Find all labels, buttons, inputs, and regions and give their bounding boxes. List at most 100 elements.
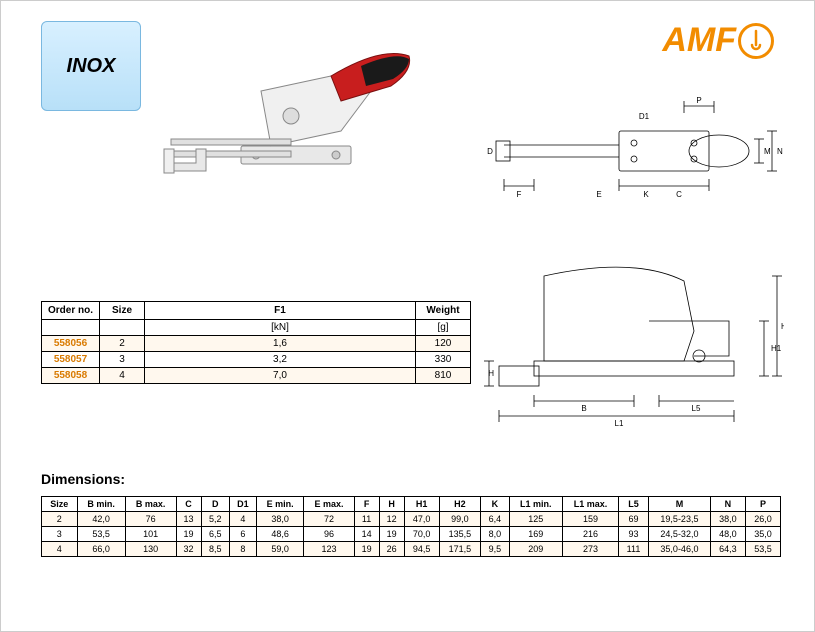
cell: 111 [619, 542, 649, 557]
cell: 9,5 [481, 542, 509, 557]
cell: 64,3 [710, 542, 745, 557]
svg-text:C: C [676, 190, 682, 199]
cell: 76 [125, 512, 176, 527]
cell: 8 [229, 542, 256, 557]
dim-col: H2 [439, 497, 481, 512]
dim-col: L1 max. [562, 497, 618, 512]
cell: 120 [416, 336, 471, 352]
svg-text:H2: H2 [781, 322, 784, 331]
dimensions-header: SizeB min.B max.CDD1E min.E max.FHH1H2KL… [42, 497, 781, 512]
cell: 47,0 [404, 512, 439, 527]
cell: 66,0 [77, 542, 125, 557]
logo-icon [738, 23, 774, 59]
table-row: 558057 3 3,2 330 [42, 352, 471, 368]
svg-text:M: M [764, 147, 771, 156]
table-row: 558058 4 7,0 810 [42, 368, 471, 384]
svg-text:D1: D1 [639, 112, 650, 121]
dim-col: C [176, 497, 201, 512]
cell: 53,5 [745, 542, 780, 557]
cell: 101 [125, 527, 176, 542]
dim-col: E max. [304, 497, 354, 512]
col-weight: Weight [416, 302, 471, 320]
svg-text:E: E [596, 190, 601, 199]
svg-text:N: N [777, 147, 783, 156]
dim-col: H [379, 497, 404, 512]
amf-logo: AMF [662, 21, 774, 60]
cell: 94,5 [404, 542, 439, 557]
dim-col: K [481, 497, 509, 512]
logo-text: AMF [662, 21, 736, 60]
cell: 48,6 [256, 527, 303, 542]
cell: 273 [562, 542, 618, 557]
cell: 99,0 [439, 512, 481, 527]
svg-text:B: B [581, 404, 586, 413]
cell: 26,0 [745, 512, 780, 527]
cell: 3 [100, 352, 145, 368]
order-table-units: [kN] [g] [42, 320, 471, 336]
cell: 13 [176, 512, 201, 527]
cell: 35,0 [745, 527, 780, 542]
dim-col: Size [42, 497, 78, 512]
order-link[interactable]: 558058 [54, 370, 87, 381]
technical-drawing-top: D1 D F E K C P M N [484, 91, 784, 211]
inox-label: INOX [67, 55, 116, 78]
cell: 135,5 [439, 527, 481, 542]
dim-col: N [710, 497, 745, 512]
svg-text:D: D [487, 147, 493, 156]
order-table: Order no. Size F1 Weight [kN] [g] 558056… [41, 301, 471, 384]
cell: 4 [100, 368, 145, 384]
cell: 171,5 [439, 542, 481, 557]
cell: 93 [619, 527, 649, 542]
cell: 125 [509, 512, 562, 527]
cell: 123 [304, 542, 354, 557]
cell: 3,2 [145, 352, 416, 368]
cell: 12 [379, 512, 404, 527]
cell: 2 [42, 512, 78, 527]
dim-col: M [648, 497, 710, 512]
cell: 130 [125, 542, 176, 557]
unit-f1: [kN] [145, 320, 416, 336]
col-f1: F1 [145, 302, 416, 320]
svg-text:L1: L1 [615, 419, 624, 428]
cell: 8,5 [201, 542, 229, 557]
cell: 14 [354, 527, 379, 542]
svg-text:H1: H1 [771, 344, 782, 353]
product-image [161, 21, 421, 241]
cell: 70,0 [404, 527, 439, 542]
dim-col: P [745, 497, 780, 512]
order-link[interactable]: 558057 [54, 354, 87, 365]
dim-col: L5 [619, 497, 649, 512]
cell: 69 [619, 512, 649, 527]
unit-weight: [g] [416, 320, 471, 336]
svg-text:H: H [488, 369, 494, 378]
cell: 19,5-23,5 [648, 512, 710, 527]
cell: 11 [354, 512, 379, 527]
col-order-no: Order no. [42, 302, 100, 320]
cell: 216 [562, 527, 618, 542]
cell: 53,5 [77, 527, 125, 542]
svg-text:F: F [517, 190, 522, 199]
technical-drawing-side: H B L1 L5 H1 H2 [484, 251, 784, 431]
cell: 19 [176, 527, 201, 542]
cell: 330 [416, 352, 471, 368]
order-table-header: Order no. Size F1 Weight [42, 302, 471, 320]
cell: 6,5 [201, 527, 229, 542]
cell: 810 [416, 368, 471, 384]
cell: 96 [304, 527, 354, 542]
cell: 8,0 [481, 527, 509, 542]
cell: 2 [100, 336, 145, 352]
cell: 3 [42, 527, 78, 542]
cell: 38,0 [256, 512, 303, 527]
dim-col: D [201, 497, 229, 512]
cell: 209 [509, 542, 562, 557]
cell: 4 [229, 512, 256, 527]
dim-col: E min. [256, 497, 303, 512]
dim-col: D1 [229, 497, 256, 512]
cell: 19 [354, 542, 379, 557]
cell: 5,2 [201, 512, 229, 527]
dim-col: L1 min. [509, 497, 562, 512]
svg-text:K: K [643, 190, 649, 199]
table-row: 242,076135,2438,072111247,099,06,4125159… [42, 512, 781, 527]
order-link[interactable]: 558056 [54, 338, 87, 349]
cell: 26 [379, 542, 404, 557]
